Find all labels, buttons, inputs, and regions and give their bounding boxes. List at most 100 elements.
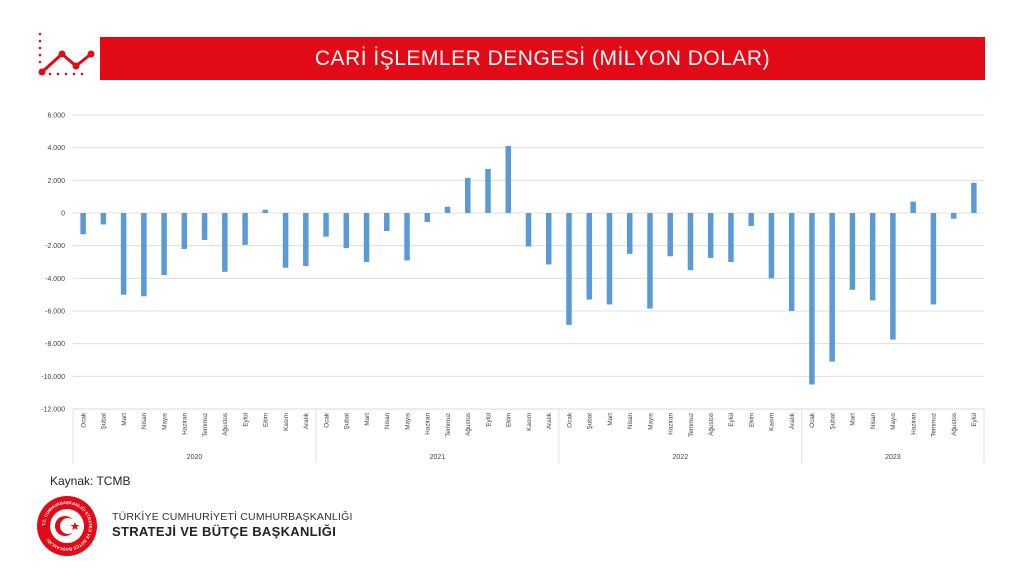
bar bbox=[303, 213, 309, 267]
x-tick-label: Ocak bbox=[566, 412, 573, 428]
year-label: 2022 bbox=[673, 454, 689, 461]
x-tick-label: Eylül bbox=[728, 413, 735, 427]
title-banner: CARİ İŞLEMLER DENGESİ (MİLYON DOLAR) bbox=[100, 37, 985, 80]
x-tick-label: Ocak bbox=[809, 412, 816, 428]
x-tick-label: Eylül bbox=[242, 413, 249, 427]
x-tick-label: Ekim bbox=[748, 413, 755, 427]
bar bbox=[545, 213, 552, 265]
year-label: 2023 bbox=[885, 454, 901, 461]
x-tick-label: Ağustos bbox=[951, 413, 958, 436]
x-tick-label: Temmuz bbox=[688, 413, 695, 437]
bar bbox=[930, 213, 937, 305]
x-tick-label: Mayıs bbox=[647, 413, 654, 430]
y-axis: 6.000 4.000 2.000 0 -2.000 -4.000 -6.000 -8.000… bbox=[41, 113, 65, 414]
bar bbox=[242, 213, 248, 245]
bar bbox=[181, 213, 188, 249]
x-tick-label: Kasım bbox=[769, 413, 776, 431]
x-tick-label: Nisan bbox=[384, 413, 391, 430]
x-tick-label: Temmuz bbox=[202, 413, 209, 437]
bar bbox=[950, 213, 957, 219]
bar bbox=[201, 213, 208, 240]
y-tick-label: 4.000 bbox=[47, 145, 65, 152]
bar bbox=[404, 213, 410, 261]
x-tick-label: Mart bbox=[607, 413, 614, 426]
bar bbox=[971, 182, 977, 213]
y-tick-label: 0 bbox=[61, 211, 65, 218]
x-tick-label: Şubat bbox=[344, 413, 351, 430]
source-note: Kaynak: TCMB bbox=[50, 474, 131, 488]
trend-line-icon bbox=[38, 32, 95, 76]
x-tick-label: Mart bbox=[364, 413, 371, 426]
chart-grid bbox=[73, 114, 984, 410]
x-tick-label: Ocak bbox=[80, 412, 87, 428]
bar-series bbox=[80, 146, 977, 385]
x-tick-label: Şubat bbox=[587, 413, 594, 430]
bar bbox=[363, 213, 370, 262]
bar bbox=[890, 213, 896, 340]
x-tick-label: Aralık bbox=[789, 412, 796, 429]
bar bbox=[384, 213, 390, 231]
bar bbox=[222, 213, 228, 272]
bar bbox=[525, 213, 532, 247]
x-tick-label: Haziran bbox=[910, 413, 917, 435]
bar bbox=[667, 213, 673, 257]
org-name-line1: TÜRKİYE CUMHURİYETİ CUMHURBAŞKANLIĞI bbox=[112, 511, 353, 523]
x-tick-label: Mart bbox=[121, 413, 128, 426]
x-tick-label: Ağustos bbox=[465, 413, 472, 436]
y-tick-label: 6.000 bbox=[47, 113, 65, 120]
x-tick-label: Eylül bbox=[971, 413, 978, 427]
bar bbox=[788, 213, 795, 311]
bar bbox=[262, 209, 269, 213]
bar bbox=[141, 213, 147, 297]
x-tick-label: Ağustos bbox=[708, 413, 715, 436]
bar bbox=[424, 213, 431, 222]
bar bbox=[343, 213, 350, 249]
bar bbox=[829, 213, 835, 362]
x-tick-label: Eylül bbox=[485, 413, 492, 427]
bar bbox=[161, 213, 167, 276]
bar bbox=[80, 213, 86, 235]
year-label: 2020 bbox=[187, 454, 203, 461]
x-tick-label: Ekim bbox=[263, 413, 270, 427]
bar bbox=[606, 213, 613, 305]
x-tick-label: Haziran bbox=[182, 413, 189, 435]
x-tick-label: Mayıs bbox=[404, 413, 411, 430]
org-name-line2: STRATEJİ VE BÜTÇE BAŞKANLIĞI bbox=[112, 524, 337, 539]
x-tick-label: Şubat bbox=[829, 413, 836, 430]
x-tick-label: Temmuz bbox=[931, 413, 938, 437]
bar bbox=[707, 213, 714, 258]
bar bbox=[444, 206, 451, 213]
bar bbox=[323, 213, 329, 237]
bar bbox=[566, 213, 572, 325]
bar bbox=[809, 213, 815, 385]
x-tick-label: Haziran bbox=[668, 413, 675, 435]
x-tick-label: Kasım bbox=[283, 413, 290, 431]
x-tick-label: Mart bbox=[850, 413, 857, 426]
bar bbox=[626, 213, 633, 254]
bar bbox=[586, 213, 592, 300]
y-tick-label: -8.000 bbox=[45, 341, 65, 348]
x-tick-label: Nisan bbox=[627, 413, 634, 430]
y-tick-label: -4.000 bbox=[45, 276, 65, 283]
bar bbox=[768, 213, 775, 279]
bar bbox=[465, 177, 471, 213]
bar bbox=[869, 213, 876, 301]
x-tick-label: Nisan bbox=[870, 413, 877, 430]
x-tick-label: Ekim bbox=[506, 413, 513, 427]
page-title: CARİ İŞLEMLER DENGESİ (MİLYON DOLAR) bbox=[314, 46, 771, 70]
bar bbox=[647, 213, 653, 309]
y-tick-label: -12.000 bbox=[41, 407, 65, 414]
bar bbox=[100, 213, 107, 225]
x-tick-label: Haziran bbox=[425, 413, 432, 435]
x-tick-label: Mayıs bbox=[890, 413, 897, 430]
x-tick-label: Mayıs bbox=[161, 413, 168, 430]
bar bbox=[282, 213, 289, 268]
y-tick-label: -10.000 bbox=[41, 374, 65, 381]
current-account-chart: 6.000 4.000 2.000 0 -2.000 -4.000 -6.000 -8.000… bbox=[41, 113, 985, 463]
bar bbox=[505, 146, 512, 213]
bar bbox=[910, 201, 916, 213]
bar bbox=[120, 213, 127, 295]
crescent-star-seal-icon: T.C. CUMHURBAŞKANLIĞI STRATEJİ VE BÜTÇE … bbox=[37, 496, 97, 556]
x-tick-label: Aralık bbox=[546, 412, 553, 429]
x-tick-label: Kasım bbox=[526, 413, 533, 431]
